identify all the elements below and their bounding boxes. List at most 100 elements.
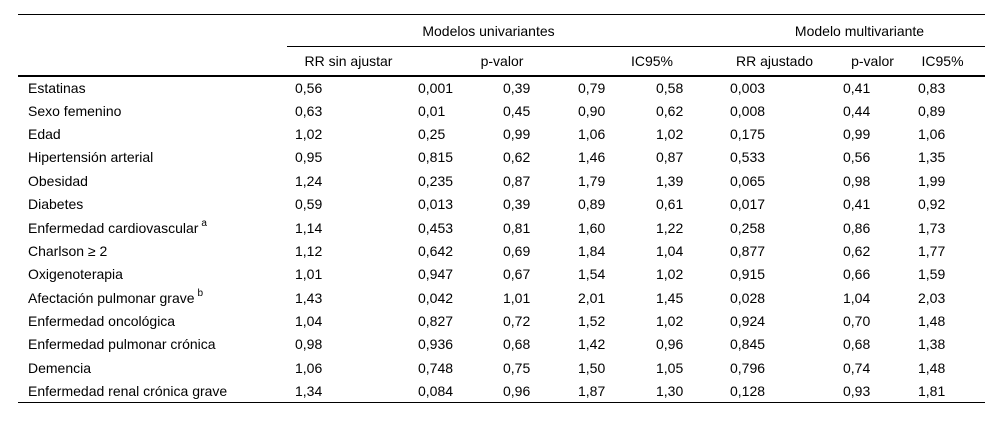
table-body: Estatinas 0,56 0,001 0,39 0,79 0,58 0,003 0,41 0… (18, 76, 986, 404)
table-row: Estatinas 0,56 0,001 0,39 0,79 0,58 0,003 0,41 0… (18, 76, 985, 99)
cell-value: 0,947 (418, 266, 454, 283)
cell-value: 1,02 (656, 266, 684, 283)
row-label-text: Edad (28, 125, 61, 142)
cell-value: 0,62 (503, 149, 531, 166)
row-label: Sexo femenino (18, 99, 287, 122)
row-label: Enfermedad pulmonar crónica (18, 333, 287, 356)
cell-value: 1,43 (295, 289, 323, 306)
cell-value: 1,45 (656, 289, 684, 306)
row-label-text: Estatinas (28, 79, 86, 96)
table-row: Enfermedad cardiovascular a 1,14 0,453 0,81 1… (18, 216, 985, 239)
cell-value: 0,96 (495, 379, 570, 404)
row-label-text: Oxigenoterapia (28, 266, 123, 283)
row-label: Edad (18, 122, 287, 145)
cell-value: 0,796 (730, 359, 766, 376)
cell-value: 0,44 (843, 102, 871, 119)
row-label: Afectación pulmonar grave b (18, 286, 287, 309)
cell-value: 0,59 (295, 196, 323, 213)
cell-value: 0,61 (656, 196, 684, 213)
row-label: Enfermedad oncológica (18, 309, 287, 332)
row-label-text: Enfermedad cardiovascular (28, 219, 199, 236)
regression-results-table: Modelos univariantes Modelo multivariant… (18, 14, 986, 404)
cell-value: 0,62 (843, 242, 871, 259)
row-label: Charlson ≥ 2 (18, 239, 287, 262)
cell-value: 1,04 (843, 289, 871, 306)
table-row: Demencia 1,06 0,748 0,75 1,50 1,05 0,796 0,74 1,… (18, 356, 985, 379)
cell-value: 0,003 (730, 79, 766, 96)
cell-value: 0,042 (418, 289, 454, 306)
cell-value: 1,02 (656, 125, 684, 142)
cell-value: 1,02 (656, 313, 684, 330)
col-header-p-value-multivariate: p-valor (835, 46, 910, 77)
cell-value: 1,04 (656, 242, 684, 259)
cell-value: 1,73 (918, 219, 946, 236)
table-row: Oxigenoterapia 1,01 0,947 0,67 1,54 1,02 0,915… (18, 263, 985, 286)
cell-value: 0,95 (295, 149, 323, 166)
cell-value: 1,42 (578, 336, 606, 353)
cell-value: 0,017 (730, 196, 766, 213)
cell-value: 0,748 (418, 359, 454, 376)
cell-value: 0,89 (578, 196, 606, 213)
row-label-text: Enfermedad pulmonar crónica (28, 336, 216, 353)
cell-value: 0,79 (578, 79, 606, 96)
cell-value: 0,258 (730, 219, 766, 236)
cell-value: 1,35 (918, 149, 946, 166)
multivariate-model-group-header: Modelo multivariante (722, 14, 986, 47)
table-row: Diabetes 0,59 0,013 0,39 0,89 0,61 0,017 0,41 0,… (18, 192, 985, 215)
cell-value: 0,98 (295, 336, 323, 353)
cell-value: 0,67 (503, 266, 531, 283)
cell-value: 0,56 (295, 79, 323, 96)
cell-value: 0,99 (843, 125, 871, 142)
cell-value: 0,235 (418, 172, 454, 189)
table-row: Obesidad 1,24 0,235 0,87 1,79 1,39 0,065 0,98 1,… (18, 169, 985, 192)
table-row: Edad 1,02 0,25 0,99 1,06 1,02 0,175 0,99 1,06 (18, 122, 985, 145)
row-label: Enfermedad cardiovascular a (18, 216, 287, 239)
cell-value: 0,74 (843, 359, 871, 376)
col-header-p-value-univariate: p-valor (410, 46, 570, 77)
cell-value: 0,827 (418, 313, 454, 330)
table-row: Afectación pulmonar grave b 1,43 0,042 1,01 2… (18, 286, 985, 309)
column-header-row: RR sin ajustar p-valor IC95% RR ajustado… (18, 46, 986, 77)
corner-cell (18, 14, 287, 47)
row-label-text: Demencia (28, 359, 92, 376)
row-label-text: Enfermedad oncológica (28, 313, 176, 330)
row-label: Obesidad (18, 169, 287, 192)
table-row: Enfermedad pulmonar crónica 0,98 0,936 0,68… (18, 333, 985, 356)
cell-value: 0,41 (843, 79, 871, 96)
cell-value: 0,877 (730, 242, 766, 259)
cell-value: 1,01 (295, 266, 323, 283)
cell-value: 0,81 (503, 219, 531, 236)
cell-value: 1,34 (287, 379, 410, 404)
cell-value: 0,013 (418, 196, 454, 213)
cell-value: 0,41 (843, 196, 871, 213)
cell-value: 2,01 (578, 289, 606, 306)
cell-value: 0,815 (418, 149, 454, 166)
cell-value: 0,845 (730, 336, 766, 353)
cell-value: 1,60 (578, 219, 606, 236)
row-label-text: Sexo femenino (28, 102, 122, 119)
cell-value: 1,06 (578, 125, 606, 142)
cell-value: 0,87 (503, 172, 531, 189)
cell-value: 0,70 (843, 313, 871, 330)
cell-value: 1,22 (656, 219, 684, 236)
row-label-text: Diabetes (28, 196, 84, 213)
cell-value: 0,87 (656, 149, 684, 166)
cell-value: 0,72 (503, 313, 531, 330)
cell-value: 1,84 (578, 242, 606, 259)
cell-value: 2,03 (918, 289, 946, 306)
cell-value: 1,38 (918, 336, 946, 353)
row-label: Hipertensión arterial (18, 146, 287, 169)
cell-value: 1,30 (648, 379, 722, 404)
cell-value: 0,915 (730, 266, 766, 283)
row-label-text: Charlson ≥ 2 (28, 242, 108, 259)
row-label-text: Obesidad (28, 172, 88, 189)
cell-value: 0,128 (722, 379, 835, 404)
cell-value: 0,58 (656, 79, 684, 96)
cell-value: 0,175 (730, 125, 766, 142)
cell-value: 1,59 (918, 266, 946, 283)
cell-value: 1,06 (918, 125, 946, 142)
cell-value: 1,48 (918, 359, 946, 376)
cell-value: 0,68 (843, 336, 871, 353)
cell-value: 0,83 (918, 79, 946, 96)
